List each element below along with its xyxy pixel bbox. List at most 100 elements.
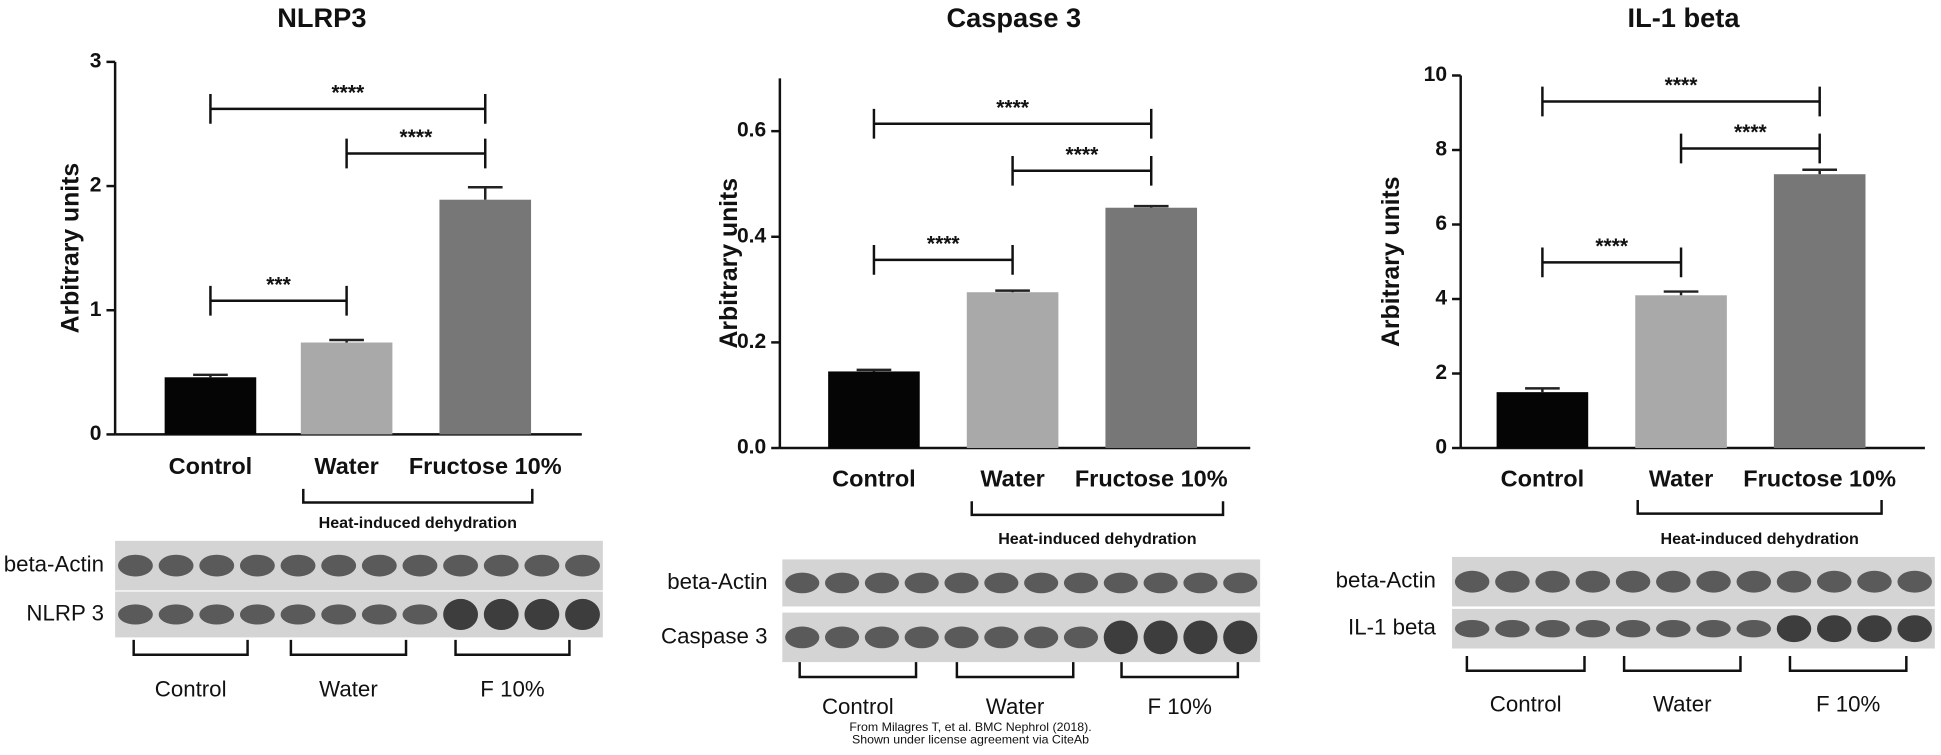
y-tick-label: 0 [1435,436,1447,459]
blot-strip [782,612,1261,663]
blot-band [984,626,1019,649]
blot-band [785,572,820,594]
blot-group-label: Water [319,676,378,701]
y-tick-label: 10 [1424,63,1447,86]
x-tick-label: Control [169,453,253,479]
blot-band [402,554,438,577]
blot-band [1776,570,1812,593]
blot-row-label: IL-1 beta [1348,615,1437,640]
blot-band [1495,570,1530,593]
bar [164,377,257,435]
blot-band [864,626,899,649]
y-axis-label: Arbitrary units [57,163,84,334]
y-tick-label: 3 [90,49,102,72]
blot-group-label: Control [1490,691,1562,716]
blot-band [1696,620,1731,638]
significance-bracket [1011,155,1153,186]
blot-band [443,554,479,577]
blot-band [565,598,600,631]
significance-bracket [872,245,1014,275]
group-label: Heat-induced dehydration [319,514,517,532]
blot-row-label: beta-Actin [4,551,104,576]
bar [1105,207,1198,449]
blot-group-label: F 10% [1148,694,1212,719]
blot-band [1656,570,1691,593]
blot-row-label: beta-Actin [667,569,767,594]
blot-band [321,554,357,577]
blot-band [825,572,860,594]
blot-band [280,604,316,625]
group-bracket [302,488,534,504]
blot-group-label: Water [1653,691,1712,716]
y-axis-label: Arbitrary units [1378,177,1405,348]
blot-band [1223,620,1258,655]
blot-row-label: NLRP 3 [26,600,104,625]
significance-label: **** [331,82,365,105]
significance-label: **** [1066,144,1100,167]
blot-strip [115,591,603,638]
blot-band [1143,620,1178,655]
blot-band [1776,615,1812,643]
y-tick-label: 2 [90,174,102,197]
bar [1496,392,1589,449]
blot-group-bracket [289,639,408,656]
blot-band [1024,626,1059,649]
y-tick-label: 0.6 [737,119,766,142]
blot-band [1103,572,1138,594]
x-tick-label: Water [1649,465,1713,491]
blot-band [1816,615,1852,643]
x-tick-label: Control [1501,465,1585,491]
x-tick-label: Fructose 10% [1075,465,1228,491]
significance-label: **** [400,126,434,149]
blot-band [361,554,397,577]
y-tick-label: 0 [90,422,102,445]
blot-band [1575,570,1611,593]
bar [439,199,532,435]
blot-group-bracket [1622,655,1742,673]
y-tick-label: 0.0 [737,436,766,459]
y-tick-label: 0.2 [737,330,766,353]
blot-band [1656,620,1691,638]
x-tick-label: Control [832,465,916,491]
blot-band [1535,570,1570,593]
significance-bracket [1541,247,1683,278]
blot-group-label: Water [986,694,1045,719]
blot-band [984,572,1019,594]
blot-band [524,554,560,577]
blot-band [239,604,275,625]
blot-band [1495,620,1530,638]
blot-band [1063,572,1099,594]
y-axis-label: Arbitrary units [716,178,743,349]
blot-band [565,554,600,577]
blot-band [1857,615,1892,643]
blot-band [1535,620,1570,638]
group-label: Heat-induced dehydration [998,530,1196,548]
blot-band [199,554,235,577]
blot-group-label: Control [155,676,227,701]
group-label: Heat-induced dehydration [1660,530,1858,548]
blot-band [1816,570,1852,593]
blot-band [1143,572,1178,594]
blot-band [1696,570,1731,593]
blot-group-bracket [1788,655,1908,673]
blot-band [904,626,939,649]
chart-title: NLRP3 [277,2,366,33]
y-tick-label: 4 [1435,287,1447,310]
blot-band [944,626,979,649]
blot-band [1183,572,1218,594]
footer-text: Shown under license agreement via CiteAb [852,732,1089,746]
blot-strip [1452,608,1935,649]
blot-band [1103,620,1138,655]
blot-band [483,598,519,631]
blot-band [118,554,153,577]
blot-band [825,626,860,649]
blot-band [944,572,979,594]
blot-band [1897,615,1932,643]
bar [1773,174,1866,449]
y-tick-label: 1 [90,298,102,321]
x-tick-label: Water [980,465,1044,491]
significance-label: **** [1665,74,1699,97]
significance-bracket [1541,86,1821,117]
blot-band [1857,570,1892,593]
